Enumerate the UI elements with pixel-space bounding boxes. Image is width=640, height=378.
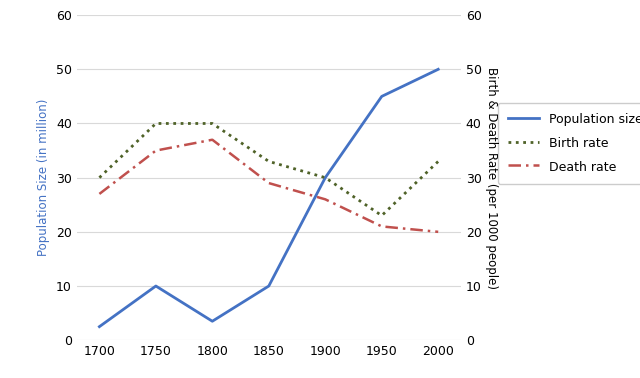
- Line: Population size: Population size: [99, 69, 438, 327]
- Population size: [435, 67, 442, 71]
- Population size: [321, 175, 329, 180]
- Death rate: [435, 229, 442, 234]
- Birth rate: [265, 159, 273, 164]
- Birth rate: [209, 121, 216, 126]
- Population size: [95, 324, 103, 329]
- Y-axis label: Birth & Death Rate (per 1000 people): Birth & Death Rate (per 1000 people): [485, 67, 499, 289]
- Y-axis label: Population Size (in million): Population Size (in million): [37, 99, 51, 256]
- Population size: [209, 319, 216, 324]
- Death rate: [321, 197, 329, 201]
- Line: Birth rate: Birth rate: [99, 124, 438, 215]
- Birth rate: [152, 121, 160, 126]
- Line: Death rate: Death rate: [99, 140, 438, 232]
- Death rate: [209, 138, 216, 142]
- Birth rate: [95, 175, 103, 180]
- Death rate: [378, 224, 385, 229]
- Population size: [378, 94, 385, 99]
- Death rate: [265, 181, 273, 185]
- Birth rate: [435, 159, 442, 164]
- Birth rate: [321, 175, 329, 180]
- Birth rate: [378, 213, 385, 218]
- Population size: [152, 284, 160, 288]
- Population size: [265, 284, 273, 288]
- Death rate: [152, 148, 160, 153]
- Death rate: [95, 192, 103, 196]
- Legend: Population size, Birth rate, Death rate: Population size, Birth rate, Death rate: [498, 103, 640, 183]
